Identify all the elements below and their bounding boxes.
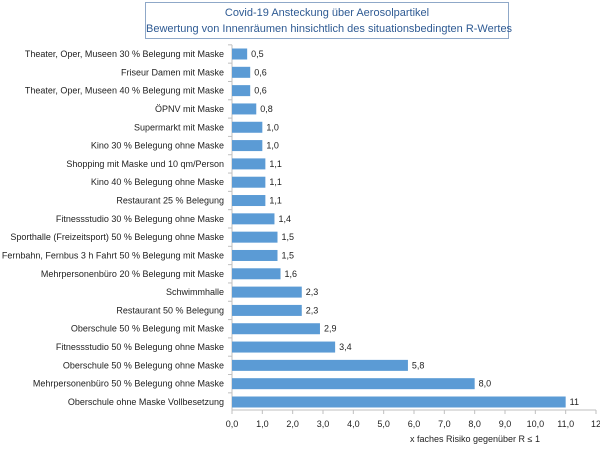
category-label: Supermarkt mit Maske <box>134 122 224 132</box>
bar <box>232 231 278 243</box>
category-label: Theater, Oper, Museen 30 % Belegung mit … <box>25 49 224 59</box>
value-label: 5,8 <box>412 360 425 370</box>
x-tick-label: 7,0 <box>438 419 451 429</box>
x-axis-title: x faches Risiko gegenüber R ≤ 1 <box>410 434 540 444</box>
category-label: Theater, Oper, Museen 40 % Belegung mit … <box>25 86 224 96</box>
category-label: Kino 40 % Belegung ohne Maske <box>91 177 224 187</box>
value-label: 2,9 <box>324 324 337 334</box>
category-label: Sporthalle (Freizeitsport) 50 % Belegung… <box>10 232 224 242</box>
bar <box>232 140 263 152</box>
value-label: 1,0 <box>266 122 279 132</box>
category-label: Restaurant 25 % Belegung <box>116 196 224 206</box>
bar <box>232 378 475 390</box>
chart-subtitle: Bewertung von Innenräumen hinsichtlich d… <box>146 23 513 35</box>
x-tick-label: 6,0 <box>408 419 421 429</box>
bar <box>232 341 336 353</box>
x-tick-label: 12 <box>591 419 600 429</box>
category-label: ÖPNV mit Maske <box>155 104 224 114</box>
bar <box>232 323 320 335</box>
category-label: Fitnessstudio 50 % Belegung ohne Maske <box>56 342 224 352</box>
category-label: Oberschule 50 % Belegung ohne Maske <box>63 360 224 370</box>
bar <box>232 66 251 78</box>
value-label: 8,0 <box>479 379 492 389</box>
category-label: Schwimmhalle <box>166 287 224 297</box>
value-label: 11 <box>570 397 579 407</box>
category-label: Oberschule ohne Maske Vollbesetzung <box>68 397 224 407</box>
bar <box>232 304 302 316</box>
x-tick-label: 4,0 <box>347 419 360 429</box>
x-tick-label: 9,0 <box>499 419 512 429</box>
x-tick-label: 10,0 <box>527 419 545 429</box>
category-label: Mehrpersonenbüro 20 % Belegung mit Maske <box>41 269 224 279</box>
bar <box>232 48 248 60</box>
bar <box>232 286 302 298</box>
bar <box>232 121 263 133</box>
chart-title-box: Covid-19 Ansteckung über Aerosolpartikel… <box>145 2 513 39</box>
bar <box>232 396 566 408</box>
category-label: Restaurant 50 % Belegung <box>116 305 224 315</box>
bar <box>232 359 408 371</box>
bar <box>232 249 278 261</box>
category-label: Fernbahn, Fernbus 3 h Fahrt 50 % Belegun… <box>2 250 224 260</box>
value-label: 2,3 <box>306 287 319 297</box>
bar <box>232 195 266 207</box>
bar <box>232 85 251 97</box>
value-label: 0,6 <box>254 86 267 96</box>
value-label: 0,8 <box>260 104 273 114</box>
bar <box>232 213 275 225</box>
category-label: Kino 30 % Belegung ohne Maske <box>91 141 224 151</box>
value-label: 1,5 <box>282 232 295 242</box>
bar <box>232 176 266 188</box>
x-tick-label: 1,0 <box>256 419 269 429</box>
bar <box>232 268 281 280</box>
category-label: Fitnessstudio 30 % Belegung ohne Maske <box>56 214 224 224</box>
category-label: Shopping mit Maske und 10 qm/Person <box>66 159 224 169</box>
value-label: 1,4 <box>278 214 291 224</box>
x-tick-label: 5,0 <box>377 419 390 429</box>
x-tick-label: 8,0 <box>468 419 481 429</box>
value-label: 0,6 <box>254 67 267 77</box>
x-tick-label: 3,0 <box>317 419 330 429</box>
value-label: 3,4 <box>339 342 352 352</box>
value-label: 1,1 <box>269 177 282 187</box>
bar <box>232 103 257 115</box>
x-tick-label: 0,0 <box>226 419 239 429</box>
bar <box>232 158 266 170</box>
value-label: 1,1 <box>269 159 282 169</box>
value-label: 1,6 <box>285 269 298 279</box>
x-tick-label: 2,0 <box>286 419 299 429</box>
category-label: Friseur Damen mit Maske <box>121 67 224 77</box>
value-label: 1,0 <box>266 141 279 151</box>
category-label: Mehrpersonenbüro 50 % Belegung ohne Mask… <box>33 379 224 389</box>
value-label: 2,3 <box>306 305 319 315</box>
value-label: 0,5 <box>251 49 264 59</box>
x-tick-label: 11,0 <box>557 419 574 429</box>
chart-title: Covid-19 Ansteckung über Aerosolpartikel <box>224 7 430 19</box>
category-label: Oberschule 50 % Belegung mit Maske <box>71 324 224 334</box>
value-label: 1,1 <box>269 196 282 206</box>
value-label: 1,5 <box>282 250 295 260</box>
